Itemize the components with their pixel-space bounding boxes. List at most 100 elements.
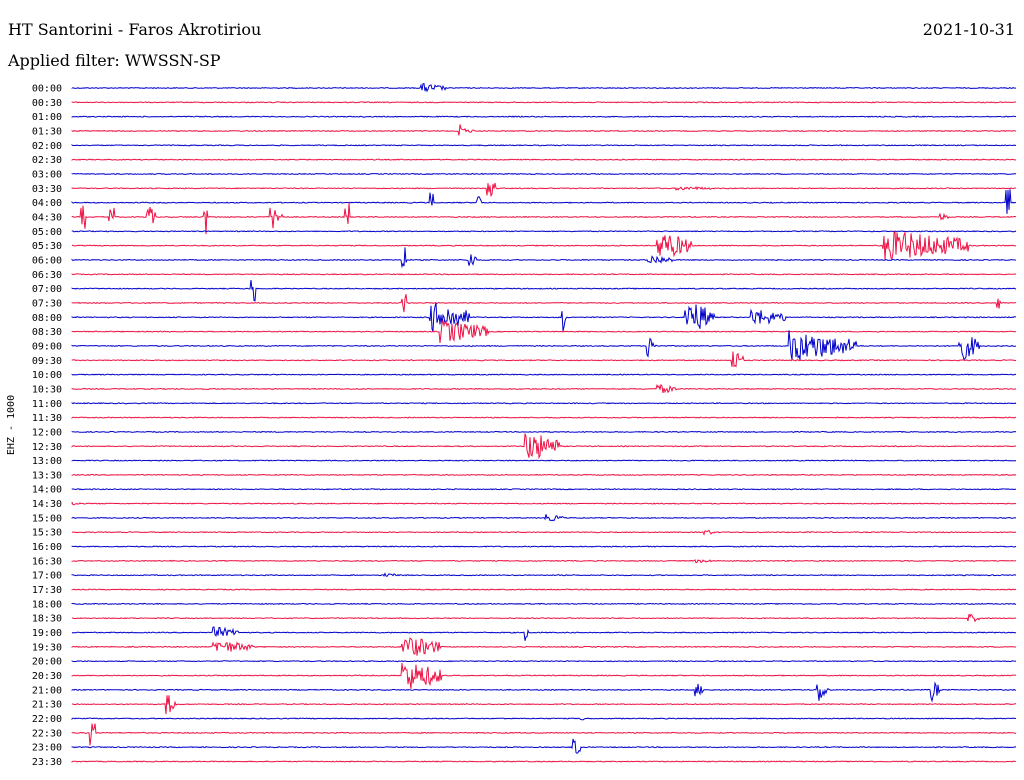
- row-time-label: 02:00: [32, 141, 62, 152]
- row-time-label: 09:30: [32, 356, 62, 367]
- trace-row: [71, 273, 1017, 276]
- trace-row: [71, 738, 1017, 754]
- row-time-label: 18:00: [32, 599, 62, 610]
- trace-row: [71, 230, 1017, 233]
- trace-row: [71, 373, 1017, 376]
- row-time-label: 12:00: [32, 427, 62, 438]
- station-title: HT Santorini - Faros Akrotiriou: [8, 20, 262, 39]
- trace-row: [71, 383, 1017, 394]
- trace-row: [71, 613, 1016, 623]
- row-time-label: 17:00: [32, 571, 62, 582]
- trace-row: [71, 663, 1017, 689]
- row-time-label: 18:30: [32, 614, 62, 625]
- row-time-label: 23:00: [32, 743, 62, 754]
- trace-row: [71, 83, 1016, 93]
- trace-row: [71, 660, 1017, 663]
- trace-row: [71, 602, 1017, 605]
- trace-row: [71, 189, 1017, 214]
- row-time-label: 16:30: [32, 556, 62, 567]
- trace-row: [71, 501, 1017, 506]
- trace-row: [71, 320, 1017, 344]
- trace-row: [71, 723, 1016, 746]
- row-time-label: 13:00: [32, 456, 62, 467]
- trace-row: [71, 330, 1017, 361]
- row-time-label: 02:30: [32, 155, 62, 166]
- row-time-label: 21:00: [32, 685, 62, 696]
- trace-row: [71, 529, 1017, 536]
- row-time-label: 15:00: [32, 513, 62, 524]
- row-time-label: 13:30: [32, 470, 62, 481]
- trace-row: [71, 572, 1017, 578]
- row-time-label: 07:00: [32, 284, 62, 295]
- row-time-label: 03:00: [32, 169, 62, 180]
- row-time-label: 14:00: [32, 485, 62, 496]
- row-time-label: 23:30: [32, 757, 62, 768]
- row-time-label: 15:30: [32, 528, 62, 539]
- row-time-label: 09:00: [32, 341, 62, 352]
- trace-row: [71, 351, 1017, 368]
- row-time-label: 06:00: [32, 255, 62, 266]
- trace-row: [71, 488, 1017, 491]
- trace-row: [71, 294, 1017, 313]
- trace-row: [71, 302, 1017, 332]
- trace-row: [71, 473, 1017, 477]
- row-time-label: 00:00: [32, 84, 62, 95]
- row-time-label: 11:00: [32, 399, 62, 410]
- trace-row: [71, 101, 1016, 104]
- row-time-label: 22:30: [32, 728, 62, 739]
- trace-row: [71, 695, 1016, 715]
- row-time-label: 05:30: [32, 241, 62, 252]
- row-time-label: 06:30: [32, 270, 62, 281]
- row-time-label: 20:30: [32, 671, 62, 682]
- row-time-label: 21:30: [32, 700, 62, 711]
- trace-row: [71, 115, 1017, 118]
- trace-row: [71, 402, 1017, 405]
- row-time-label: 20:00: [32, 657, 62, 668]
- row-time-label: 19:00: [32, 628, 62, 639]
- trace-row: [71, 559, 1017, 564]
- row-time-label: 04:30: [32, 212, 62, 223]
- trace-row: [71, 143, 1017, 147]
- row-time-label: 07:30: [32, 298, 62, 309]
- trace-row: [71, 158, 1017, 161]
- row-time-label: 17:30: [32, 585, 62, 596]
- trace-row: [71, 459, 1017, 462]
- row-time-label: 00:30: [32, 98, 62, 109]
- trace-row: [71, 637, 1017, 656]
- trace-row: [71, 760, 1017, 763]
- trace-row: [71, 545, 1017, 548]
- trace-row: [71, 172, 1017, 176]
- row-time-label: 04:00: [32, 198, 62, 209]
- channel-label: EHZ - 1000: [6, 395, 17, 455]
- trace-row: [71, 681, 1017, 703]
- filter-label: Applied filter: WWSSN-SP: [8, 51, 221, 70]
- trace-row: [71, 202, 1017, 235]
- row-time-label: 10:30: [32, 384, 62, 395]
- trace-row: [71, 279, 1017, 302]
- trace-row: [71, 626, 1017, 641]
- trace-row: [71, 230, 1017, 260]
- trace-row: [71, 588, 1017, 591]
- trace-row: [71, 514, 1017, 522]
- row-time-label: 03:30: [32, 184, 62, 195]
- date-label: 2021-10-31: [922, 20, 1015, 39]
- row-time-label: 12:30: [32, 442, 62, 453]
- trace-row: [71, 124, 1017, 136]
- trace-row: [71, 416, 1017, 419]
- row-time-label: 05:00: [32, 227, 62, 238]
- row-time-label: 14:30: [32, 499, 62, 510]
- trace-row: [71, 247, 1017, 269]
- row-time-label: 01:30: [32, 126, 62, 137]
- row-time-label: 11:30: [32, 413, 62, 424]
- trace-row: [71, 430, 1017, 434]
- trace-row: [71, 433, 1017, 460]
- row-time-label: 10:00: [32, 370, 62, 381]
- trace-row: [71, 182, 1017, 198]
- row-time-label: 01:00: [32, 112, 62, 123]
- trace-row: [71, 717, 1017, 721]
- row-time-label: 22:00: [32, 714, 62, 725]
- row-time-label: 08:00: [32, 313, 62, 324]
- row-time-label: 08:30: [32, 327, 62, 338]
- row-time-label: 16:00: [32, 542, 62, 553]
